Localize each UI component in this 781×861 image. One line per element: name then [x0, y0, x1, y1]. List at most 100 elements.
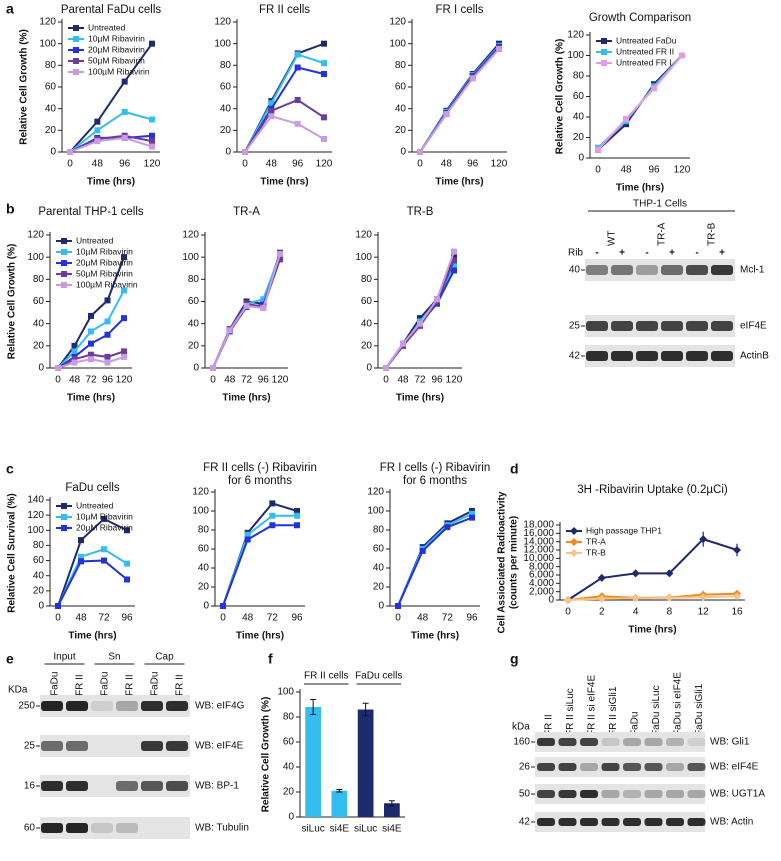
series-line: [244, 98, 325, 153]
y-tick-label: 100: [27, 525, 44, 536]
chart-title: for 6 months: [403, 475, 467, 487]
data-point: [277, 256, 283, 263]
data-point: [651, 85, 657, 92]
y-tick-label: 0: [548, 595, 554, 606]
data-point: [101, 546, 107, 553]
y-tick-label: 0: [378, 601, 384, 612]
chart-title: Parental FaDu cells: [61, 4, 162, 16]
data-point: [451, 267, 457, 274]
blot-title: THP-1 Cells: [633, 199, 687, 210]
blot-band: [711, 321, 733, 331]
legend-marker: [61, 260, 67, 266]
y-tick-label: 100: [277, 687, 294, 698]
x-tick-label: 96: [258, 375, 270, 386]
y-tick-label: 20: [198, 582, 210, 593]
data-point: [699, 593, 708, 602]
x-tick-label: 16: [731, 607, 743, 618]
legend-marker: [570, 527, 578, 535]
data-point: [94, 118, 101, 125]
x-tick-label: 96: [102, 375, 114, 386]
legend-label: Untreated: [76, 500, 114, 510]
error-bar: [388, 800, 395, 807]
data-point: [631, 569, 640, 578]
legend-marker: [73, 36, 79, 42]
treatment-sign: +: [669, 248, 675, 259]
data-point: [400, 340, 406, 347]
data-point: [419, 547, 426, 554]
data-point: [268, 100, 275, 107]
series-line: [69, 134, 153, 153]
x-axis-label: Time (hrs): [222, 393, 270, 404]
data-point: [104, 318, 111, 325]
x-tick-label: 96: [119, 159, 131, 170]
legend-label: High passage THP1: [586, 525, 662, 535]
data-point: [597, 573, 606, 582]
y-tick-label: 40: [361, 318, 373, 329]
y-tick-label: 80: [220, 60, 232, 71]
blot-band: [141, 823, 163, 833]
y-tick-label: 40: [45, 103, 57, 114]
x-tick-label: 8: [667, 607, 673, 618]
data-point: [121, 78, 128, 85]
y-tick-label: 20: [33, 585, 45, 596]
x-tick-label: 48: [75, 613, 87, 624]
blot-band: [586, 265, 608, 275]
kda-unit: kDa: [512, 722, 530, 733]
x-axis-label: Time (hrs): [260, 177, 308, 188]
legend-marker: [601, 38, 607, 44]
blot-band: [666, 818, 684, 826]
data-point: [321, 71, 327, 77]
legend-label: Untreated: [76, 235, 114, 245]
y-tick-label: 40: [373, 563, 385, 574]
y-tick-label: 60: [198, 544, 210, 555]
data-point: [71, 359, 78, 366]
lane-label: WT: [607, 230, 618, 246]
data-point: [94, 138, 101, 145]
x-tick-label: 96: [121, 613, 133, 624]
data-point: [226, 327, 233, 334]
y-tick-label: 60: [33, 296, 45, 307]
data-point: [595, 146, 601, 153]
legend-marker: [61, 514, 67, 520]
data-point: [269, 522, 276, 529]
data-point: [417, 315, 423, 322]
blot-band: [666, 790, 684, 798]
series-line: [57, 559, 128, 607]
series-line: [385, 256, 455, 369]
legend-label: Untreated: [88, 22, 126, 32]
y-tick-label: 0: [38, 601, 44, 612]
y-tick-label: 100: [355, 252, 372, 263]
blot-band: [687, 763, 706, 771]
blot-strip: [585, 345, 735, 367]
blot-band: [558, 738, 577, 746]
x-tick-label: 48: [242, 613, 254, 624]
series-line: [222, 514, 297, 607]
y-tick-label: 80: [188, 274, 200, 285]
treatment-label: Rib: [568, 248, 583, 259]
blot-band: [644, 738, 663, 746]
x-tick-label: 0: [417, 159, 423, 170]
y-tick-label: 80: [198, 525, 210, 536]
kda-label: 42: [519, 817, 531, 828]
blot-row-label: ActinB: [740, 351, 769, 362]
data-point: [124, 576, 130, 583]
data-point: [121, 348, 127, 355]
blot-band: [166, 781, 188, 791]
y-tick-label: 0: [38, 363, 44, 374]
y-tick-label: 120: [27, 230, 44, 241]
x-tick-label: 120: [116, 375, 133, 386]
y-tick-label: 0: [225, 147, 231, 158]
series-line: [212, 259, 281, 369]
y-tick-label: 120: [567, 30, 584, 41]
y-tick-label: 18,000: [523, 520, 554, 531]
y-tick-label: 40: [573, 112, 585, 123]
data-point: [210, 365, 216, 371]
series-line: [212, 254, 281, 369]
x-tick-label: 48: [620, 165, 632, 176]
data-point: [101, 515, 107, 522]
blot-band: [66, 823, 88, 833]
blot-band: [611, 265, 633, 275]
y-tick-label: 20: [373, 582, 385, 593]
treatment-sign: -: [645, 248, 648, 259]
